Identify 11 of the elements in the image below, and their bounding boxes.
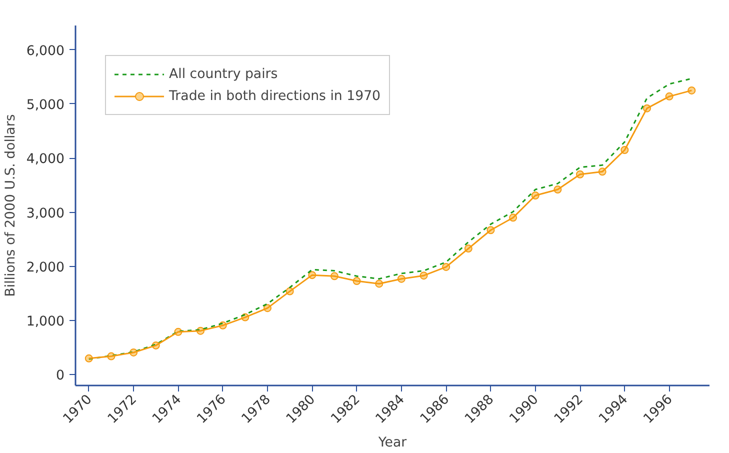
y-tick-label: 6,000 <box>26 44 64 59</box>
x-axis-title: Year <box>377 436 408 451</box>
y-tick-label: 1,000 <box>26 314 64 330</box>
y-axis-title: Billions of 2000 U.S. dollars <box>3 114 18 297</box>
y-tick-label: 4,000 <box>26 152 64 168</box>
y-tick-label: 2,000 <box>26 260 64 276</box>
y-tick-label: 0 <box>56 368 65 384</box>
y-tick-label: 3,000 <box>26 206 64 222</box>
y-tick-label: 5,000 <box>26 98 64 113</box>
legend-label: Trade in both directions in 1970 <box>169 88 381 104</box>
legend-label: All country pairs <box>169 66 278 82</box>
